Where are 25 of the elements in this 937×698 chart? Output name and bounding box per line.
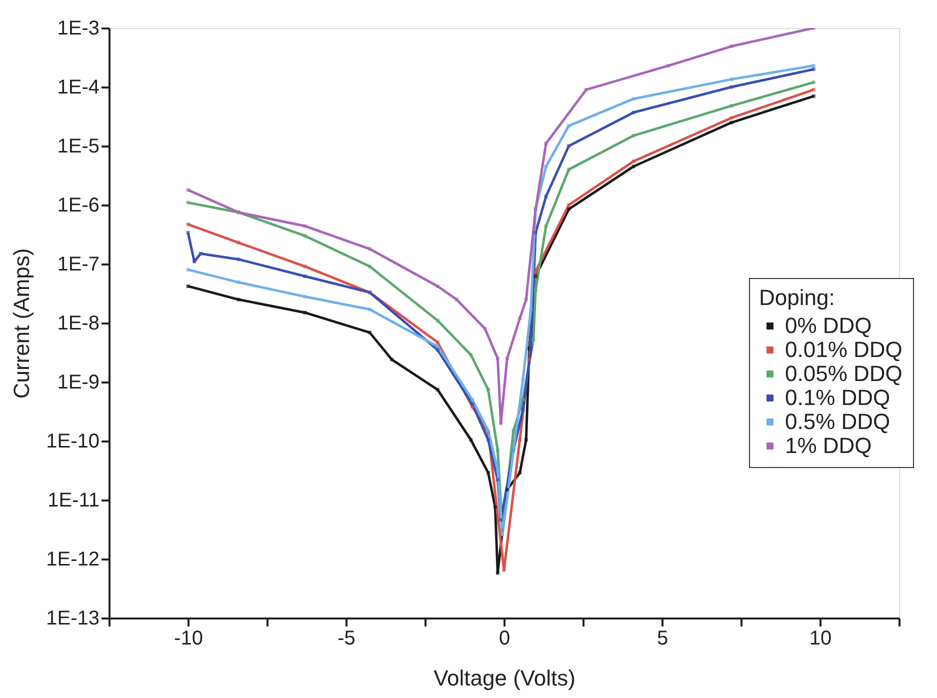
y-tick-label: 1E-13 — [46, 608, 100, 630]
x-tick-label: 5 — [656, 628, 668, 650]
legend-label: 0.01% DDQ — [785, 337, 902, 362]
legend-title: Doping: — [759, 285, 835, 310]
y-tick-label: 1E-10 — [46, 430, 100, 452]
y-axis-title: Current (Amps) — [9, 248, 34, 399]
y-tick-label: 1E-11 — [48, 490, 100, 512]
legend-label: 0% DDQ — [785, 313, 872, 338]
legend-label: 0.1% DDQ — [785, 385, 890, 410]
legend-label: 0.5% DDQ — [785, 409, 890, 434]
y-tick-label: 1E-8 — [57, 312, 100, 334]
y-tick-label: 1E-12 — [46, 548, 100, 570]
x-tick-label: 0 — [498, 628, 510, 650]
x-tick-label: -10 — [174, 628, 203, 650]
x-tick-label: 10 — [809, 628, 832, 650]
y-tick-label: 1E-5 — [57, 136, 100, 158]
y-tick-label: 1E-9 — [57, 372, 100, 394]
x-tick-label: -5 — [338, 628, 356, 650]
x-axis-title: Voltage (Volts) — [434, 666, 576, 690]
y-tick-label: 1E-4 — [57, 76, 100, 98]
legend-label: 0.05% DDQ — [785, 361, 902, 386]
y-tick-label: 1E-3 — [57, 18, 100, 40]
legend-label: 1% DDQ — [785, 433, 872, 458]
y-tick-label: 1E-7 — [57, 254, 100, 276]
y-tick-label: 1E-6 — [57, 194, 100, 216]
